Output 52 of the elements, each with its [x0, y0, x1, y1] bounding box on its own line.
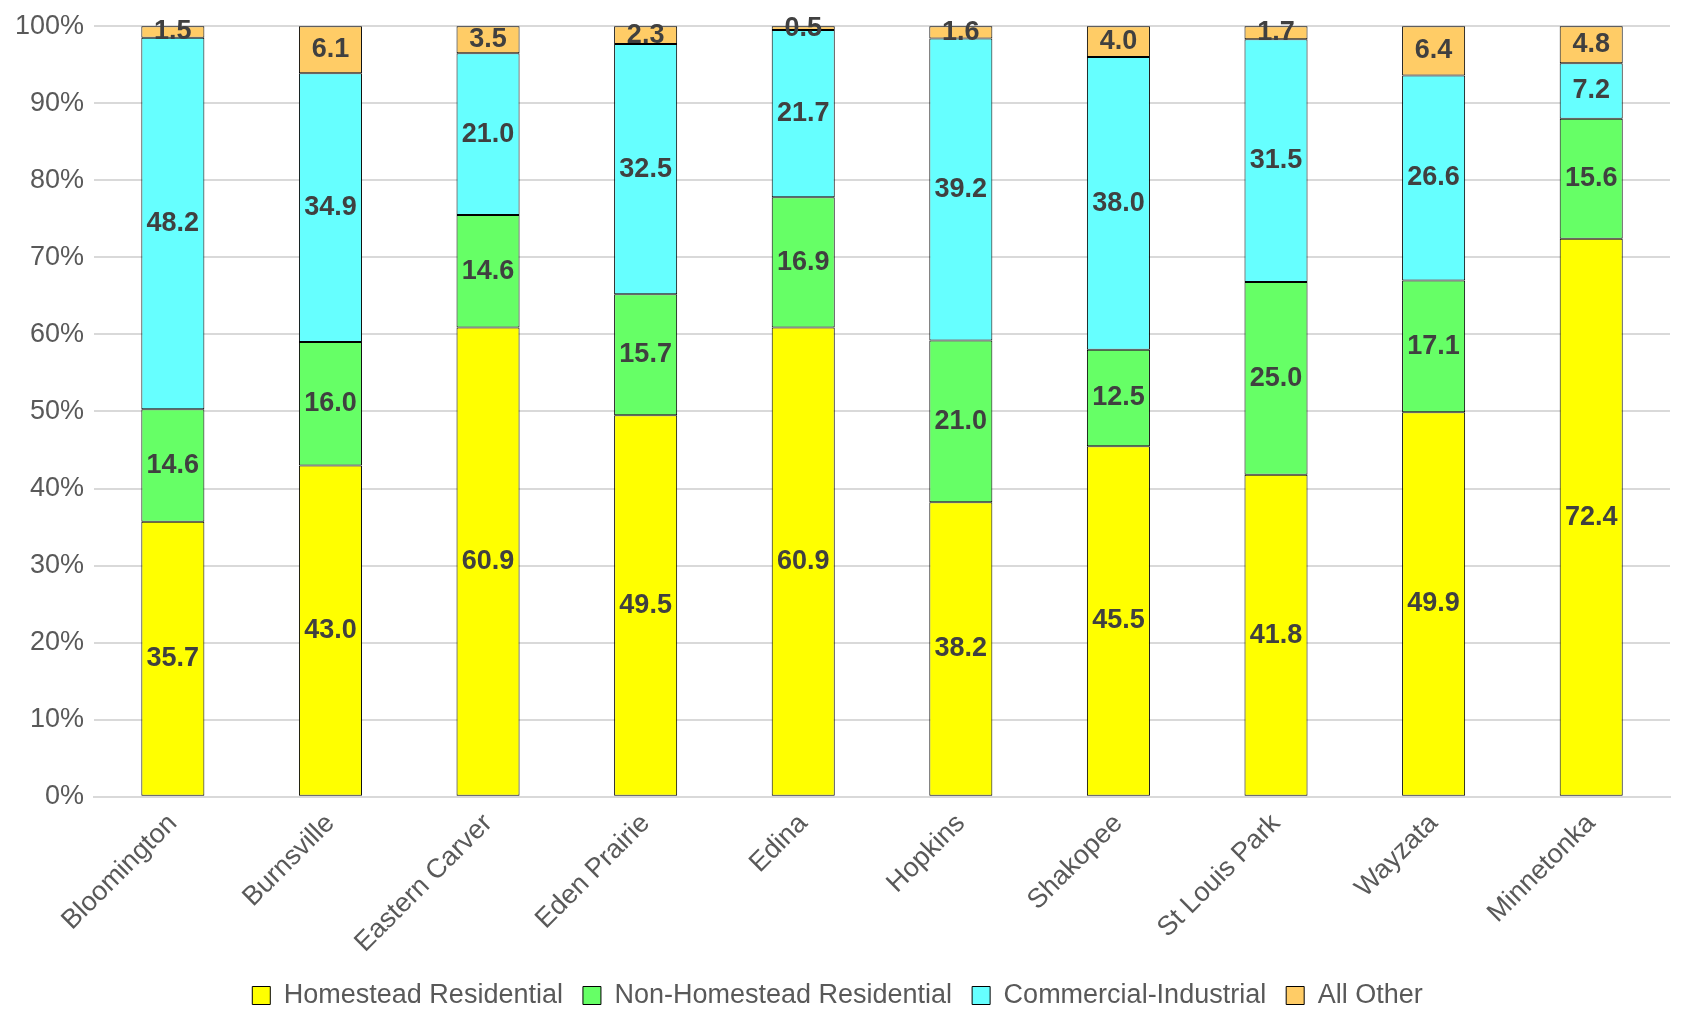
- data-label: 14.6: [461, 254, 515, 285]
- data-label: 16.0: [304, 387, 357, 418]
- data-label: 15.7: [619, 338, 672, 369]
- data-label: 21.0: [934, 404, 988, 435]
- data-label: 12.5: [1092, 381, 1145, 412]
- y-tick-label: 60%: [30, 317, 85, 348]
- data-label: 60.9: [776, 545, 830, 576]
- data-label: 49.9: [1407, 587, 1460, 618]
- data-label: 14.6: [146, 448, 200, 479]
- data-label: 45.5: [1092, 604, 1145, 635]
- data-label: 21.0: [461, 117, 515, 148]
- y-tick-label: 30%: [30, 549, 85, 580]
- data-label: 0.5: [784, 11, 822, 42]
- data-label: 17.1: [1407, 329, 1460, 360]
- y-tick-label: 90%: [30, 86, 85, 117]
- y-tick-label: 20%: [30, 626, 85, 657]
- data-label: 49.5: [619, 588, 672, 619]
- data-label: 43.0: [304, 614, 357, 644]
- data-label: 72.4: [1564, 500, 1618, 531]
- data-label: 6.4: [1414, 34, 1453, 65]
- data-label: 16.9: [776, 245, 830, 276]
- y-tick-label: 80%: [30, 163, 85, 194]
- data-label: 60.9: [461, 545, 515, 576]
- legend-label: All Other: [1317, 978, 1423, 1009]
- data-label: 34.9: [304, 191, 357, 222]
- data-label: 6.1: [311, 33, 350, 64]
- data-label: 39.2: [934, 173, 988, 203]
- data-label: 21.7: [776, 97, 830, 128]
- data-label: 38.2: [934, 632, 988, 663]
- legend-label: Non-Homestead Residential: [614, 978, 953, 1009]
- data-label: 7.2: [1572, 74, 1610, 105]
- data-label: 41.8: [1249, 618, 1303, 649]
- data-label: 4.8: [1572, 28, 1610, 59]
- data-label: 2.3: [626, 18, 665, 49]
- data-label: 35.7: [146, 642, 200, 673]
- data-label: 25.0: [1249, 361, 1303, 392]
- y-tick-label: 70%: [30, 240, 85, 271]
- data-label: 4.0: [1099, 25, 1138, 56]
- y-tick-label: 10%: [30, 703, 85, 734]
- legend-label: Commercial-Industrial: [1003, 978, 1267, 1009]
- data-label: 15.6: [1564, 162, 1618, 193]
- data-label: 38.0: [1092, 186, 1145, 217]
- data-label: 32.5: [619, 152, 672, 183]
- legend-label: Homestead Residential: [283, 978, 563, 1009]
- y-tick-label: 40%: [30, 471, 85, 502]
- data-label: 48.2: [146, 206, 200, 237]
- y-tick-label: 100%: [14, 9, 85, 40]
- data-label: 26.6: [1407, 161, 1460, 192]
- data-label: 3.5: [469, 23, 507, 54]
- data-label: 31.5: [1249, 144, 1303, 175]
- y-tick-label: 0%: [45, 780, 85, 811]
- y-tick-label: 50%: [30, 394, 85, 425]
